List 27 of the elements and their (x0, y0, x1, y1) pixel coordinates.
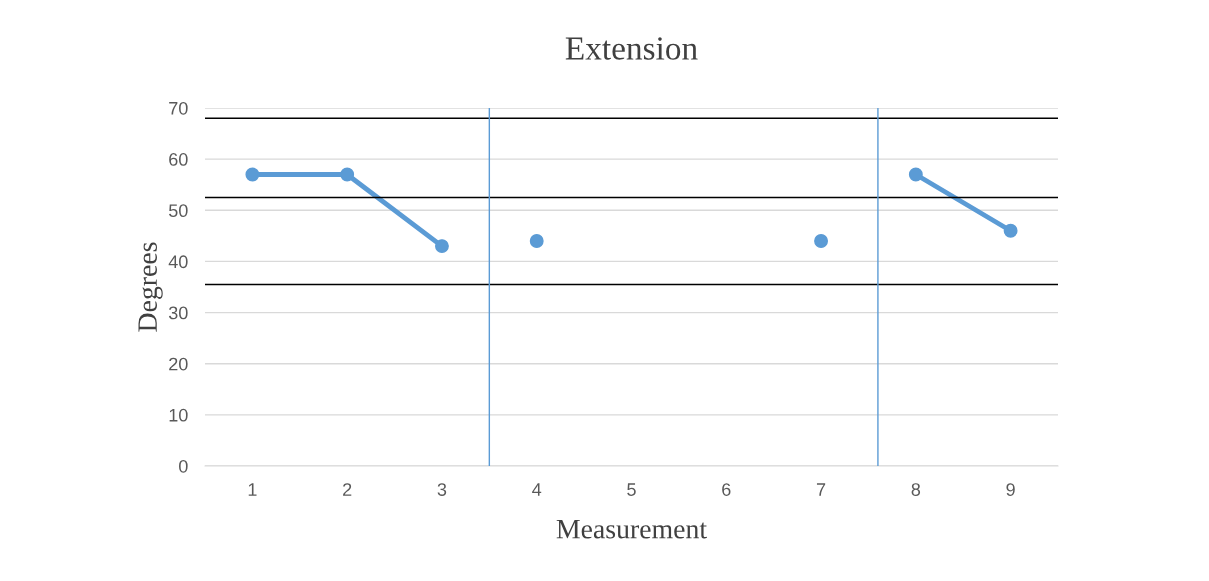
y-tick-label: 70 (169, 101, 188, 115)
point (245, 167, 260, 182)
y-tick-label: 20 (169, 357, 188, 371)
point (1003, 223, 1018, 238)
x-tick-label: 8 (911, 483, 921, 496)
x-tick-label: 3 (437, 483, 447, 496)
x-tick-label: 1 (248, 483, 257, 496)
x-tick-label: 2 (343, 483, 352, 496)
x-axis-title: Measurement (556, 520, 707, 539)
y-tick-label: 30 (168, 306, 188, 320)
y-tick-label: 40 (168, 255, 188, 269)
x-tick-label: 6 (722, 483, 731, 496)
x-tick-label: 4 (532, 483, 542, 496)
y-axis-title: Degrees (138, 242, 163, 332)
y-tick-label: 0 (179, 459, 188, 473)
y-tick-label: 50 (168, 204, 188, 218)
point (908, 167, 923, 182)
point (434, 239, 449, 254)
point (340, 167, 355, 182)
y-tick-label: 60 (169, 153, 188, 166)
x-tick-label: 5 (627, 483, 636, 496)
x-tick-label: 7 (816, 483, 826, 496)
x-tick-label: 9 (1006, 483, 1015, 496)
chart-title: Extension (565, 37, 698, 60)
point (529, 234, 544, 248)
point (814, 234, 829, 248)
y-tick-label: 10 (169, 408, 188, 422)
